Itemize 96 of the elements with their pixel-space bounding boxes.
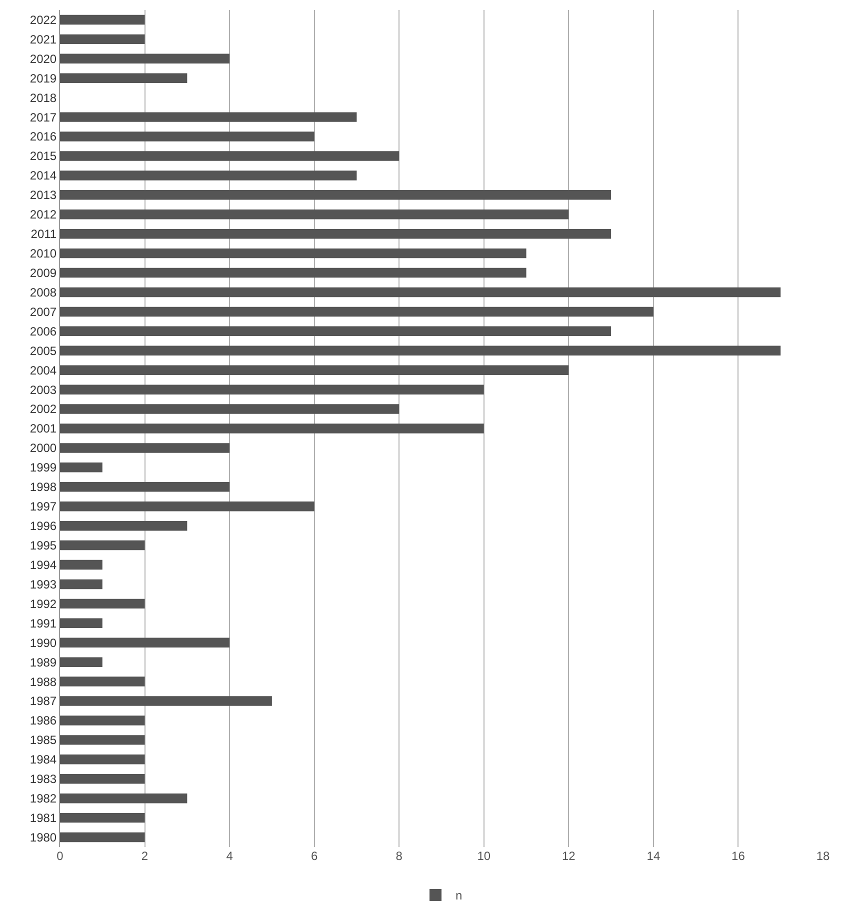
x-tick-label: 0 — [56, 849, 64, 863]
x-tick-label: 4 — [226, 849, 234, 863]
y-tick-label: 2007 — [30, 304, 57, 319]
y-tick-label: 2011 — [30, 227, 57, 242]
bar — [60, 151, 400, 161]
bar — [60, 14, 145, 25]
bar — [60, 346, 781, 356]
bar — [60, 424, 484, 434]
bar — [60, 210, 569, 220]
bar — [60, 112, 357, 122]
y-tick-label: 1999 — [30, 460, 57, 475]
bar — [60, 501, 314, 512]
bar — [60, 579, 102, 590]
bar — [60, 54, 230, 64]
y-tick-label: 2019 — [30, 71, 57, 86]
bar — [60, 326, 612, 336]
y-tick-label: 2003 — [30, 382, 57, 397]
y-tick-label: 2004 — [30, 363, 57, 378]
y-tick-label: 1983 — [30, 772, 57, 786]
y-tick-label: 2014 — [30, 168, 57, 183]
bar — [60, 443, 230, 453]
bar — [60, 716, 145, 726]
y-tick-label: 1986 — [30, 714, 57, 728]
y-tick-label: 1997 — [30, 500, 57, 514]
bar — [60, 170, 357, 180]
y-tick-label: 1992 — [30, 596, 57, 611]
x-tick-label: 16 — [732, 849, 746, 863]
y-tick-label: 1989 — [30, 655, 57, 670]
x-tick-label: 8 — [396, 849, 403, 863]
y-tick-label: 2001 — [30, 422, 57, 436]
bar — [60, 462, 102, 472]
bar — [60, 598, 145, 609]
y-tick-label: 2012 — [30, 208, 57, 222]
y-tick-label: 1987 — [30, 694, 57, 708]
y-tick-label: 2015 — [30, 149, 57, 164]
y-tick-label: 1994 — [30, 558, 57, 572]
bar — [60, 832, 145, 842]
legend-label: n — [456, 888, 462, 903]
bar — [60, 482, 230, 492]
bar — [60, 774, 145, 784]
y-tick-label: 2006 — [30, 324, 57, 338]
x-tick-label: 12 — [562, 849, 576, 863]
y-tick-label: 1991 — [30, 616, 57, 630]
y-tick-label: 1984 — [30, 752, 57, 767]
y-tick-label: 2002 — [30, 402, 57, 416]
bar — [60, 735, 145, 745]
bar — [60, 287, 781, 298]
bar — [60, 793, 188, 804]
y-tick-label: 1985 — [30, 733, 57, 748]
x-tick-label: 6 — [310, 849, 318, 863]
y-tick-label: 2017 — [30, 110, 57, 124]
x-tick-label: 14 — [646, 849, 660, 863]
y-tick-label: 2008 — [30, 285, 57, 300]
bar — [60, 228, 612, 239]
y-tick-label: 1981 — [30, 811, 57, 825]
y-tick-label: 2009 — [30, 266, 57, 280]
x-tick-label: 2 — [141, 849, 148, 863]
y-tick-label: 1993 — [30, 577, 57, 592]
y-tick-label: 1990 — [30, 636, 57, 650]
bar — [60, 812, 145, 823]
bar — [60, 754, 145, 764]
bar — [60, 268, 526, 278]
bar — [60, 384, 484, 394]
y-tick-label: 2020 — [30, 52, 57, 66]
y-tick-label: 2005 — [30, 344, 57, 358]
bar — [60, 560, 102, 570]
y-tick-label: 2018 — [30, 90, 57, 105]
y-tick-label: 1996 — [30, 519, 57, 534]
y-tick-label: 2013 — [30, 188, 57, 202]
bar — [60, 657, 102, 667]
y-tick-label: 2016 — [30, 130, 57, 144]
bar — [60, 73, 188, 83]
bar — [60, 540, 145, 550]
bar — [60, 306, 654, 317]
y-tick-label: 2000 — [30, 441, 57, 456]
bar — [60, 132, 314, 142]
bar — [60, 676, 145, 686]
bar — [60, 190, 612, 200]
y-tick-label: 1988 — [30, 674, 57, 689]
bar — [60, 34, 145, 44]
y-tick-label: 1995 — [30, 538, 57, 552]
bar — [60, 365, 569, 375]
y-tick-label: 2010 — [30, 246, 57, 261]
bar — [60, 520, 188, 531]
y-tick-label: 1998 — [30, 480, 57, 494]
y-tick-label: 2022 — [30, 12, 57, 27]
y-tick-label: 2021 — [30, 32, 57, 46]
bar — [60, 248, 526, 258]
y-tick-label: 1980 — [30, 830, 57, 844]
bar — [60, 696, 272, 706]
bar — [60, 618, 102, 628]
x-tick-label: 10 — [477, 849, 491, 863]
bar — [60, 638, 230, 648]
bar — [60, 404, 400, 414]
y-tick-label: 1982 — [30, 792, 57, 806]
x-tick-label: 18 — [816, 849, 830, 863]
